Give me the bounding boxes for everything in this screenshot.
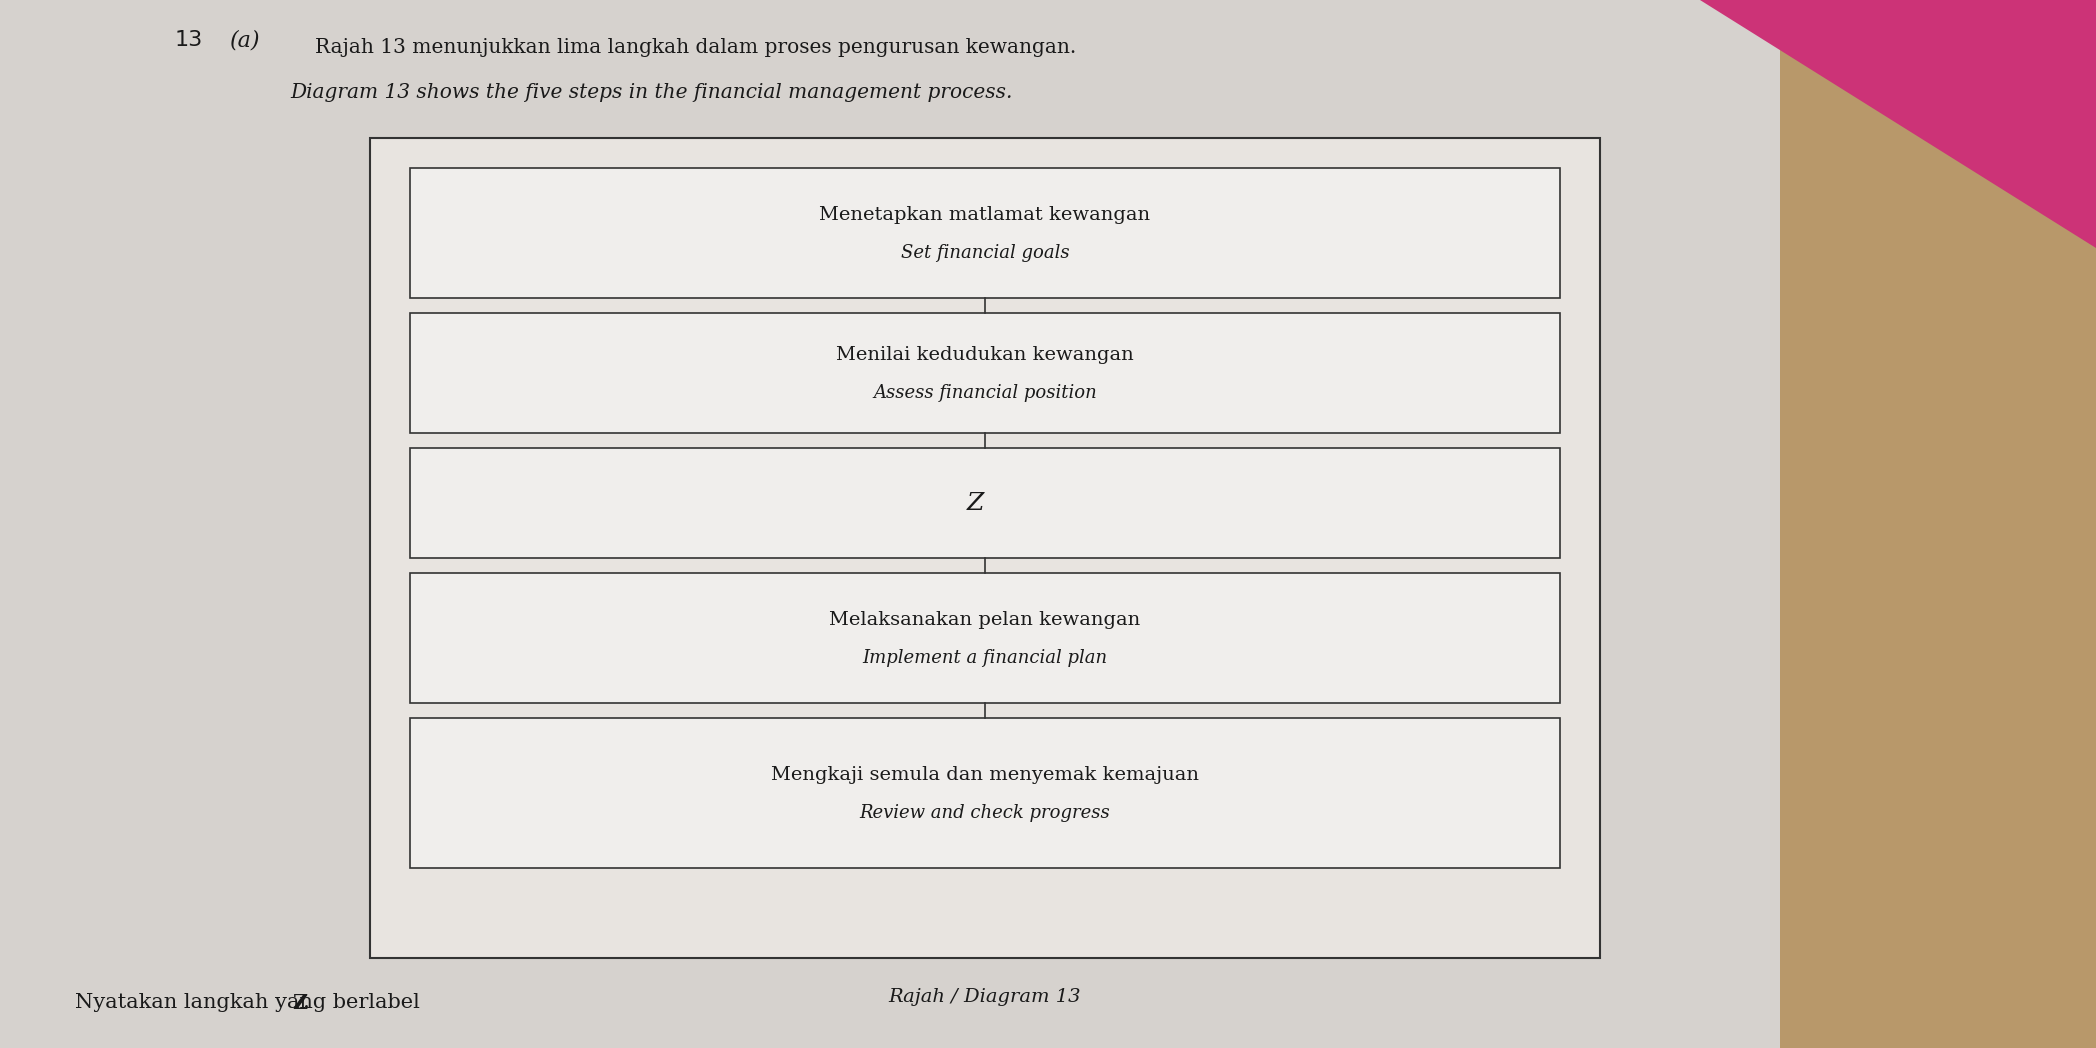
Text: Rajah 13 menunjukkan lima langkah dalam proses pengurusan kewangan.: Rajah 13 menunjukkan lima langkah dalam … — [314, 38, 1075, 57]
Bar — [371, 138, 1599, 958]
Text: 13: 13 — [174, 30, 203, 50]
Text: (a): (a) — [231, 30, 260, 52]
Text: Nyatakan langkah yang berlabel: Nyatakan langkah yang berlabel — [75, 994, 425, 1012]
Text: Mengkaji semula dan menyemak kemajuan: Mengkaji semula dan menyemak kemajuan — [771, 766, 1199, 784]
Text: Melaksanakan pelan kewangan: Melaksanakan pelan kewangan — [830, 611, 1140, 629]
Text: Assess financial position: Assess financial position — [874, 384, 1096, 402]
Bar — [411, 573, 1559, 703]
Bar — [411, 718, 1559, 868]
Text: Set financial goals: Set financial goals — [901, 244, 1069, 262]
Text: Z: Z — [966, 492, 983, 515]
Bar — [1780, 0, 2096, 1048]
Bar — [0, 0, 1780, 1048]
Bar — [411, 447, 1559, 558]
Text: Menetapkan matlamat kewangan: Menetapkan matlamat kewangan — [820, 206, 1151, 224]
Text: Implement a financial plan: Implement a financial plan — [861, 649, 1107, 667]
Bar — [411, 168, 1559, 298]
Text: Diagram 13 shows the five steps in the financial management process.: Diagram 13 shows the five steps in the f… — [289, 83, 1012, 102]
Polygon shape — [1700, 0, 2096, 248]
Text: Review and check progress: Review and check progress — [859, 804, 1111, 822]
Text: Rajah / Diagram 13: Rajah / Diagram 13 — [889, 988, 1082, 1006]
Text: Menilai kedudukan kewangan: Menilai kedudukan kewangan — [836, 346, 1134, 364]
Text: .: . — [304, 994, 310, 1012]
Bar — [411, 313, 1559, 433]
Text: Z: Z — [293, 994, 308, 1013]
